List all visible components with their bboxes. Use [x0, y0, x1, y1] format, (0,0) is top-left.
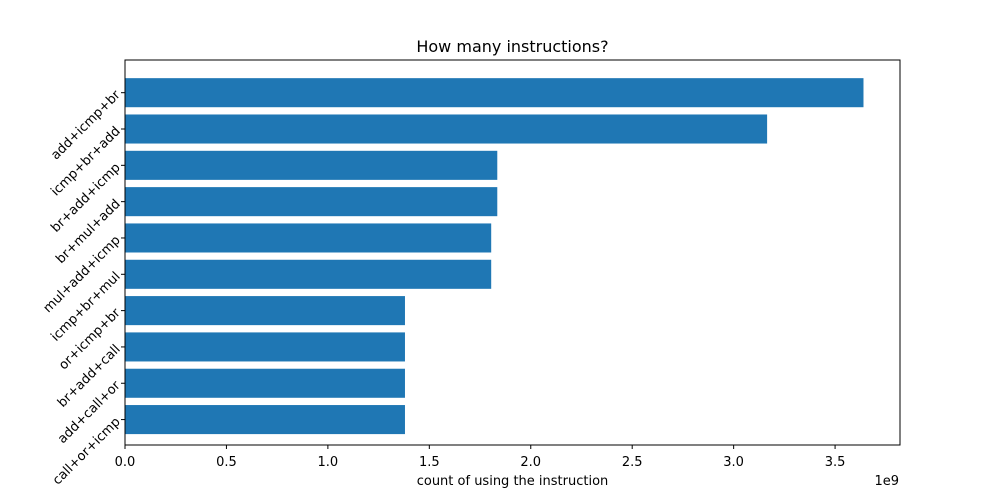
x-tick-label: 2.0: [520, 455, 541, 470]
y-axis-ticks: add+icmp+bricmp+br+addbr+add+icmpbr+mul+…: [41, 87, 125, 488]
x-tick-label: 0.0: [115, 455, 136, 470]
bar-or-icmp-br: [125, 296, 405, 326]
bar-br-mul-add: [125, 187, 498, 217]
bar-icmp-br-add: [125, 114, 768, 144]
x-tick-label: 2.5: [622, 455, 643, 470]
x-axis-offset-label: 1e9: [874, 474, 899, 489]
x-tick-label: 0.5: [216, 455, 237, 470]
plot-area-frame: [124, 59, 901, 446]
x-tick-label: 3.5: [825, 455, 846, 470]
bar-br-add-icmp: [125, 150, 498, 180]
chart-title: How many instructions?: [416, 37, 608, 56]
bar-icmp-br-mul: [125, 259, 492, 289]
bars-group: [125, 78, 864, 435]
x-axis-label: count of using the instruction: [417, 474, 609, 489]
x-tick-label: 1.5: [419, 455, 440, 470]
x-tick-label: 3.0: [723, 455, 744, 470]
bar-call-or-icmp: [125, 405, 405, 435]
bar-add-call-or: [125, 368, 405, 398]
bar-br-add-call: [125, 332, 405, 362]
x-axis-ticks: 0.0 0.5 1.0 1.5 2.0 2.5 3.0 3.5: [115, 445, 846, 470]
x-tick-label: 1.0: [318, 455, 339, 470]
bar-mul-add-icmp: [125, 223, 492, 253]
bar-add-icmp-br: [125, 78, 864, 108]
